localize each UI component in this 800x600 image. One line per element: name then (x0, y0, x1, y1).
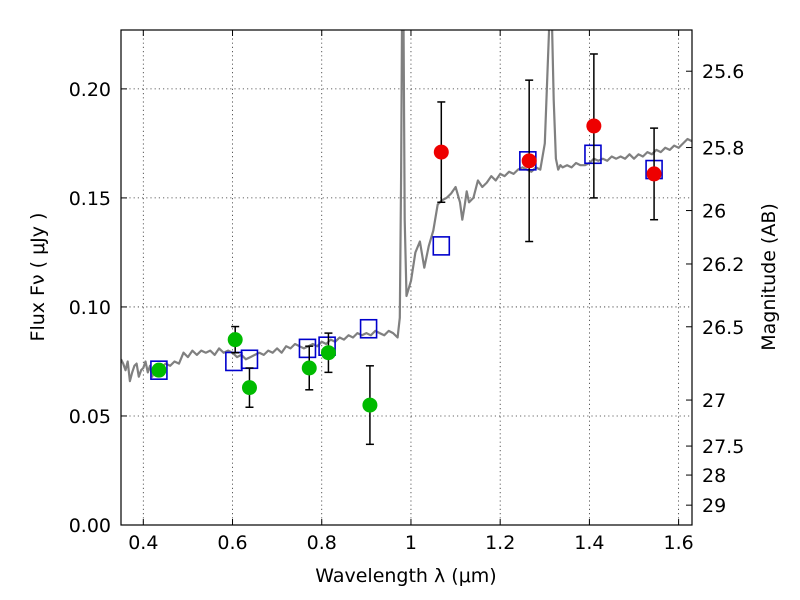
right-tick-label: 29 (702, 495, 726, 517)
right-tick-label: 27 (702, 390, 726, 412)
x-tick-label: 1.2 (485, 532, 515, 554)
right-tick-label: 26 (702, 201, 726, 223)
observed-flux-point (227, 332, 243, 348)
observed-flux-point (646, 166, 662, 182)
x-tick-label: 1.4 (574, 532, 604, 554)
right-tick-label: 26.2 (702, 254, 744, 276)
model-flux-square (432, 236, 451, 256)
plot-frame (120, 29, 693, 526)
x-tick-label: 1.6 (664, 532, 694, 554)
observed-flux-point (241, 380, 257, 396)
observed-flux-point (151, 362, 167, 378)
right-tick-label: 27.5 (702, 436, 744, 458)
axis-ticks: 0.4 0.6 0.8 1 1.2 1.4 1.6 0.00 0.05 0.10 0.15 0.20 2… (69, 30, 744, 554)
observed-flux-point (433, 144, 449, 160)
model-flux-square (359, 318, 378, 339)
y-tick-label: 0.15 (69, 188, 111, 210)
plot-area (121, 30, 692, 446)
right-tick-label: 28 (702, 465, 726, 487)
x-tick-label: 0.6 (217, 532, 247, 554)
x-axis-label: Wavelength λ (μm) (315, 565, 496, 587)
right-tick-label: 25.6 (702, 61, 744, 83)
observed-flux-point (521, 153, 537, 169)
y-tick-label: 0.10 (69, 297, 111, 319)
observed-flux-point (320, 345, 336, 361)
observed-flux-point (301, 360, 317, 376)
right-tick-label: 25.8 (702, 138, 744, 160)
x-tick-label: 1 (405, 532, 417, 554)
x-tick-label: 0.4 (128, 532, 158, 554)
right-axis-label: Magnitude (AB) (758, 203, 780, 351)
observed-flux-point (362, 397, 378, 413)
right-tick-label: 26.5 (702, 317, 744, 339)
model-flux-square (298, 338, 317, 359)
gridlines (121, 30, 692, 526)
y-axis-label: Flux Fν ( μJy ) (27, 213, 49, 342)
y-tick-label: 0.20 (69, 79, 111, 101)
y-tick-label: 0.05 (69, 406, 111, 428)
template-spectrum-line (121, 30, 692, 383)
x-tick-label: 0.8 (307, 532, 337, 554)
model-flux-square (150, 360, 168, 380)
model-flux-square (584, 144, 602, 165)
y-tick-label: 0.00 (69, 515, 111, 537)
observed-flux-point (586, 118, 602, 134)
